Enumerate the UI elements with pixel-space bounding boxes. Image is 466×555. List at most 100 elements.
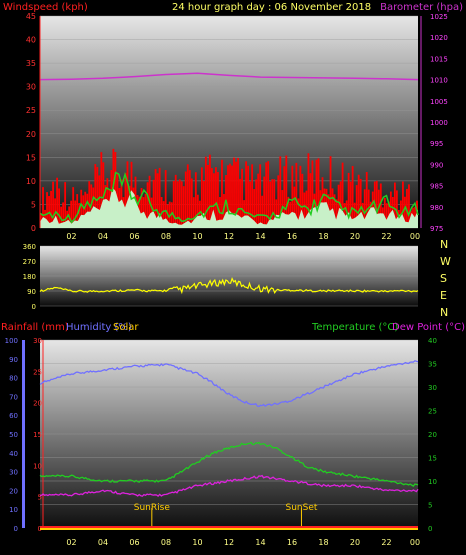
wind-bar	[211, 168, 213, 228]
compass-label-n-bottom: N	[440, 306, 448, 319]
wind-bar	[243, 200, 245, 228]
wind-bar	[188, 170, 191, 228]
wind-bar	[295, 162, 298, 228]
wind-average-line	[39, 171, 419, 224]
barometer-tick-label: 985	[430, 183, 443, 191]
solar-strip	[40, 528, 418, 530]
wind-bar	[279, 156, 282, 228]
wind-bar	[50, 190, 52, 228]
humidity-tick-label: 60	[9, 412, 18, 420]
wind-bar	[383, 197, 386, 228]
wind-bar	[237, 157, 239, 228]
barometer-tick-label: 1010	[430, 77, 448, 85]
wind-x-tick-label: 18	[318, 232, 328, 241]
wind-x-tick-label: 14	[255, 232, 265, 241]
wind-bar	[96, 167, 99, 228]
compass-label-s: S	[440, 272, 447, 285]
wind-bar	[247, 165, 250, 228]
wind-bar	[166, 204, 169, 228]
wind-bar	[233, 157, 235, 228]
rain-tick-label: 10	[33, 462, 42, 470]
barometer-tick-label: 1005	[430, 98, 448, 106]
wind-bar	[56, 177, 58, 228]
wind-bar	[347, 172, 350, 228]
wind-bar	[176, 181, 179, 228]
windspeed-tick-label: 5	[31, 200, 36, 209]
temperature-tick-label: 10	[428, 478, 437, 486]
barometer-tick-label: 980	[430, 204, 443, 212]
wind-bar	[251, 164, 254, 228]
wind-bar	[84, 191, 87, 228]
wind-x-tick-label: 08	[161, 232, 171, 241]
wind-bar	[154, 169, 157, 228]
wind-bar	[152, 179, 155, 228]
wind-bar	[293, 186, 296, 228]
wind-bar	[406, 188, 408, 228]
temperature-x-tick-label: 06	[129, 538, 139, 547]
temperature-x-tick-label: 22	[381, 538, 391, 547]
wind-x-tick-label: 10	[192, 232, 202, 241]
wind-x-tick-label: 16	[287, 232, 297, 241]
sun-marker-label: SunRise	[134, 503, 171, 513]
wind-bar	[375, 180, 378, 228]
wind-bar	[213, 173, 215, 228]
humidity-tick-label: 50	[9, 431, 18, 439]
wind-bar	[114, 152, 117, 228]
humidity-tick-label: 90	[9, 356, 18, 364]
wind-bar	[60, 206, 63, 228]
compass-label-n-top: N	[440, 238, 448, 251]
rainfall-axis-title: Rainfall (mm)	[1, 322, 69, 333]
dew-point-axis-title: Dew Point (°C)	[392, 322, 465, 333]
wind-bar	[192, 197, 195, 228]
barometer-tick-label: 1020	[430, 34, 448, 42]
wind-bar	[311, 160, 314, 228]
humidity-line	[39, 360, 419, 408]
windspeed-tick-label: 25	[26, 106, 36, 115]
wind-bar	[249, 181, 252, 228]
barometer-line	[39, 72, 419, 81]
barometer-tick-label: 995	[430, 140, 443, 148]
wind-bar	[221, 159, 223, 228]
wind-x-tick-label: 22	[381, 232, 391, 241]
wind-bar	[144, 193, 147, 228]
wind-bar	[271, 179, 274, 228]
wind-bar	[78, 202, 81, 228]
windspeed-axis-title: Windspeed (kph)	[3, 2, 88, 13]
wind-bar	[42, 187, 44, 228]
wind-bar	[273, 179, 276, 228]
temperature-tick-label: 15	[428, 455, 437, 463]
wind-bar	[74, 200, 77, 228]
wind-bar	[58, 188, 61, 228]
windspeed-tick-label: 45	[26, 12, 36, 21]
wind-bar	[345, 200, 348, 228]
wind-bar	[365, 172, 368, 228]
compass-label-w: W	[440, 255, 451, 268]
wind-x-tick-label: 06	[129, 232, 139, 241]
wind-bar	[72, 187, 75, 228]
humidity-tick-label: 80	[9, 375, 18, 383]
rainfall-zero-line	[40, 526, 418, 528]
wind-bar	[202, 181, 205, 228]
wind-bar	[265, 162, 268, 228]
windspeed-tick-label: 35	[26, 59, 36, 68]
direction-tick-label: 270	[23, 258, 36, 266]
wind-bar	[357, 174, 360, 228]
wind-x-tick-label: 12	[224, 232, 234, 241]
wind-bar	[283, 166, 286, 228]
wind-bar	[100, 152, 103, 228]
wind-bar	[355, 185, 358, 228]
wind-bar	[215, 167, 217, 228]
wind-bar	[217, 172, 219, 228]
windspeed-tick-label: 10	[26, 177, 36, 186]
wind-bar	[186, 164, 189, 228]
direction-tick-label: 0	[32, 303, 36, 311]
barometer-axis-title: Barometer (hpa)	[380, 2, 463, 13]
wind-bar	[62, 202, 65, 228]
sun-marker-label: SunSet	[285, 503, 317, 513]
temperature-x-tick-label: 00	[410, 538, 420, 547]
temperature-tick-label: 5	[428, 502, 432, 510]
wind-bar	[267, 161, 270, 228]
wind-bar	[329, 156, 332, 228]
temperature-tick-label: 40	[428, 337, 437, 345]
